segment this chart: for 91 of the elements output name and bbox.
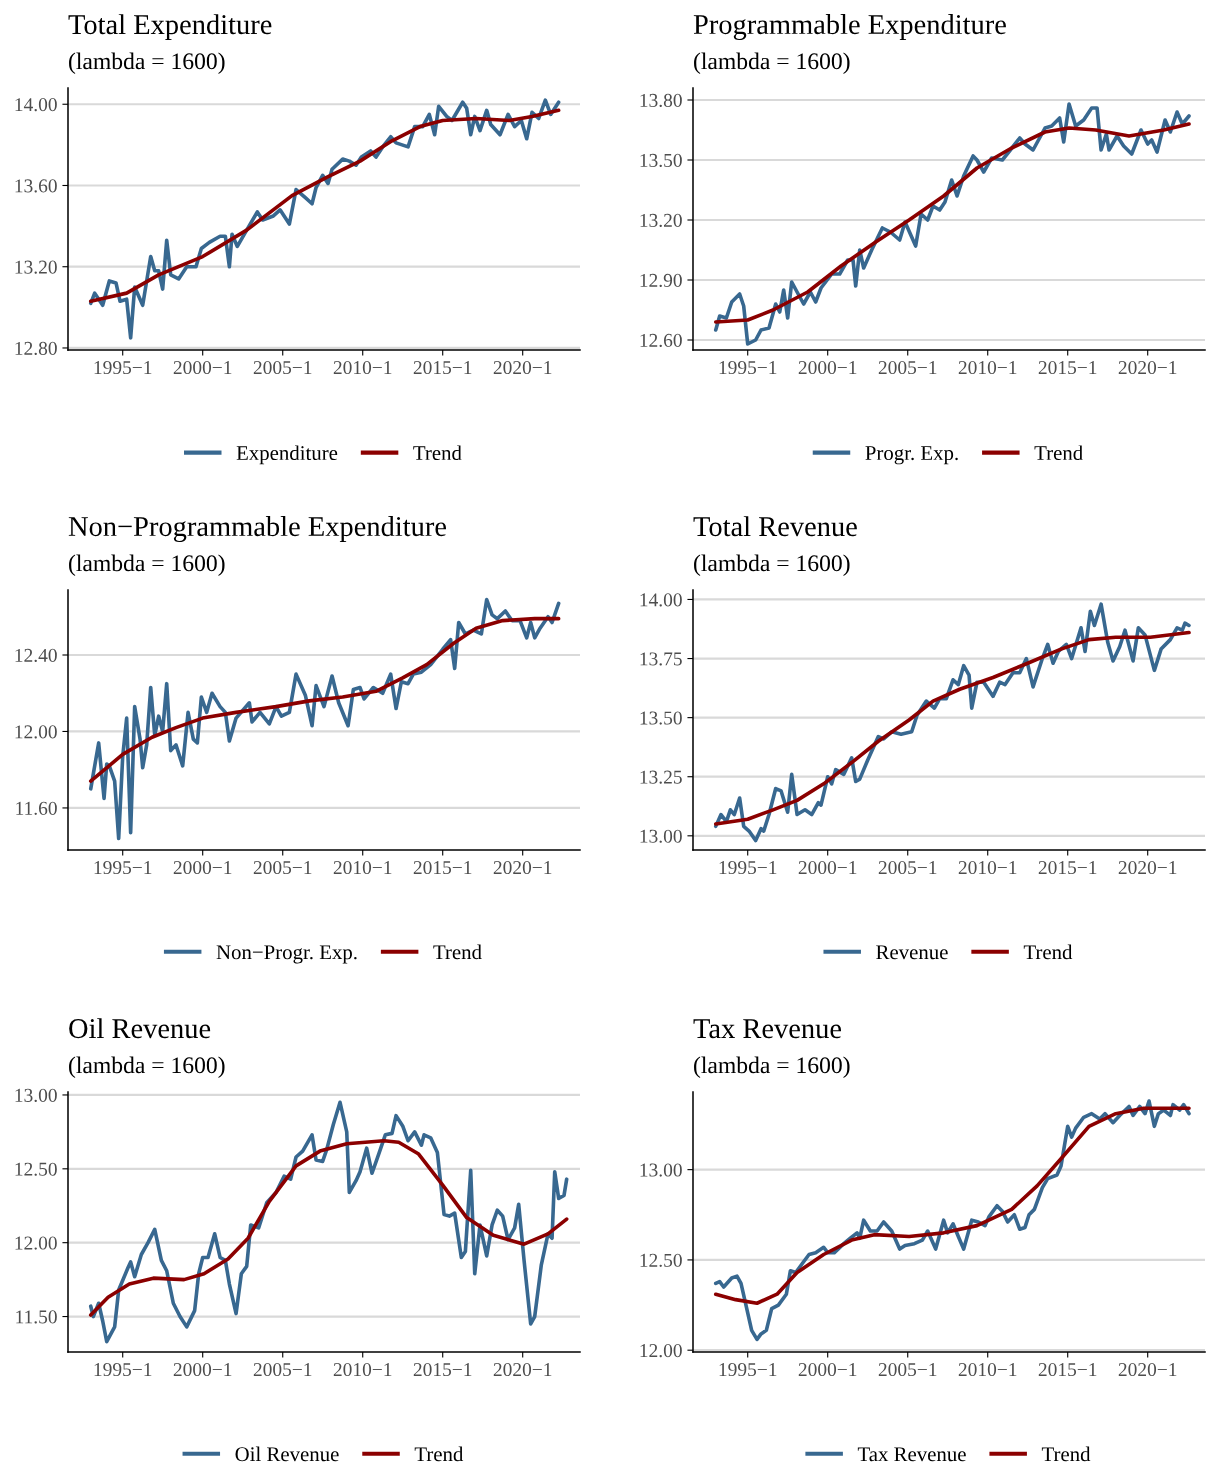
legend-label: Trend (433, 944, 482, 960)
x-tick-label: 2015−1 (1038, 360, 1097, 375)
y-tick-label: 13.20 (640, 213, 682, 228)
x-tick-label: 2010−1 (333, 860, 392, 875)
y-tick-label: 12.90 (640, 273, 682, 288)
y-tick-label: 12.00 (15, 1236, 57, 1250)
chart-title: Programmable Expenditure (693, 14, 1006, 40)
chart-subtitle: (lambda = 1600) (694, 554, 850, 576)
x-tick-label: 2015−1 (413, 860, 472, 875)
chart-subtitle: (lambda = 1600) (694, 52, 850, 74)
chart-title: Oil Revenue (69, 1018, 211, 1039)
y-tick-label: 13.60 (15, 179, 57, 193)
x-tick-label: 2000−1 (798, 360, 857, 375)
chart-subtitle: (lambda = 1600) (694, 1056, 850, 1078)
line-series (713, 1106, 1191, 1306)
x-tick-label: 2005−1 (253, 1362, 312, 1377)
x-tick-label: 2005−1 (253, 360, 312, 375)
y-tick-label: 12.00 (15, 725, 57, 739)
line-series (713, 122, 1191, 324)
x-tick-label: 2020−1 (493, 360, 552, 375)
y-tick-label: 12.80 (15, 341, 57, 355)
y-tick-label: 13.20 (15, 260, 57, 274)
chart-title: Tax Revenue (693, 1019, 842, 1039)
x-tick-label: 2010−1 (333, 360, 392, 375)
x-tick-label: 2010−1 (958, 860, 1017, 875)
y-tick-label: 13.25 (640, 770, 682, 784)
x-tick-label: 2000−1 (173, 360, 232, 375)
chart-subtitle: (lambda = 1600) (69, 52, 225, 74)
y-tick-label: 13.80 (640, 93, 682, 108)
x-tick-label: 2000−1 (173, 860, 232, 875)
x-tick-label: 2020−1 (493, 860, 552, 875)
x-tick-label: 2005−1 (878, 1362, 937, 1377)
y-tick-label: 12.50 (640, 1253, 682, 1267)
y-tick-label: 12.00 (640, 1344, 682, 1358)
x-tick-label: 2020−1 (1118, 360, 1177, 375)
x-tick-label: 1995−1 (719, 861, 777, 875)
line-series (713, 630, 1191, 826)
x-tick-label: 2010−1 (958, 360, 1017, 375)
x-tick-label: 2020−1 (1118, 860, 1177, 875)
y-tick-label: 13.50 (640, 153, 682, 168)
legend-label: Trend (413, 445, 462, 461)
legend-label: Trend (414, 1446, 464, 1462)
line-series (88, 616, 561, 783)
x-tick-label: 2015−1 (1038, 860, 1097, 875)
x-tick-label: 2000−1 (798, 1362, 857, 1377)
x-tick-label: 2000−1 (173, 1362, 232, 1377)
x-tick-label: 2020−1 (493, 1362, 552, 1377)
y-tick-label: 13.00 (640, 829, 682, 843)
x-tick-label: 2015−1 (413, 360, 472, 375)
x-tick-label: 2005−1 (878, 360, 937, 375)
y-tick-label: 11.50 (16, 1310, 57, 1324)
x-tick-label: 2015−1 (413, 1362, 472, 1377)
x-tick-label: 1995−1 (94, 361, 152, 375)
y-tick-label: 14.00 (15, 98, 57, 112)
chart-title: Non−Programmable Expenditure (68, 516, 446, 542)
y-tick-label: 13.00 (640, 1163, 682, 1177)
legend-label: Non−Progr. Exp. (216, 945, 357, 964)
legend-label: Revenue (876, 945, 948, 960)
x-tick-label: 2010−1 (333, 1362, 392, 1377)
x-tick-label: 1995−1 (94, 861, 152, 875)
x-tick-label: 1995−1 (719, 1363, 777, 1377)
x-tick-label: 2010−1 (958, 1362, 1017, 1377)
legend-label: Oil Revenue (235, 1446, 339, 1462)
y-tick-label: 13.00 (15, 1088, 57, 1102)
legend-label: Trend (1023, 944, 1073, 960)
x-tick-label: 2000−1 (798, 860, 857, 875)
y-tick-label: 14.00 (640, 593, 682, 607)
y-tick-label: 12.50 (15, 1162, 57, 1176)
legend-label: Progr. Exp. (865, 446, 958, 465)
x-tick-label: 2005−1 (253, 860, 312, 875)
legend-label: Trend (1041, 1446, 1091, 1462)
line-series (88, 1100, 569, 1344)
y-tick-label: 12.40 (15, 648, 57, 663)
x-tick-label: 2020−1 (1118, 1362, 1177, 1377)
chart-subtitle: (lambda = 1600) (69, 1056, 225, 1078)
y-tick-label: 12.60 (640, 333, 682, 348)
y-tick-label: 13.50 (640, 711, 682, 725)
chart-title: Total Revenue (693, 516, 857, 537)
line-series (88, 108, 561, 304)
x-tick-label: 1995−1 (719, 361, 777, 375)
x-tick-label: 2015−1 (1038, 1362, 1097, 1377)
line-series (88, 1138, 569, 1317)
x-tick-label: 2005−1 (878, 860, 937, 875)
legend-label: Tax Revenue (857, 1447, 966, 1462)
chart-subtitle: (lambda = 1600) (69, 554, 225, 576)
x-tick-label: 1995−1 (94, 1363, 152, 1377)
y-tick-label: 11.60 (16, 801, 57, 815)
chart-title: Total Expenditure (68, 14, 272, 40)
legend-label: Trend (1034, 445, 1083, 461)
y-tick-label: 13.75 (640, 652, 682, 666)
legend-label: Expenditure (236, 445, 338, 465)
